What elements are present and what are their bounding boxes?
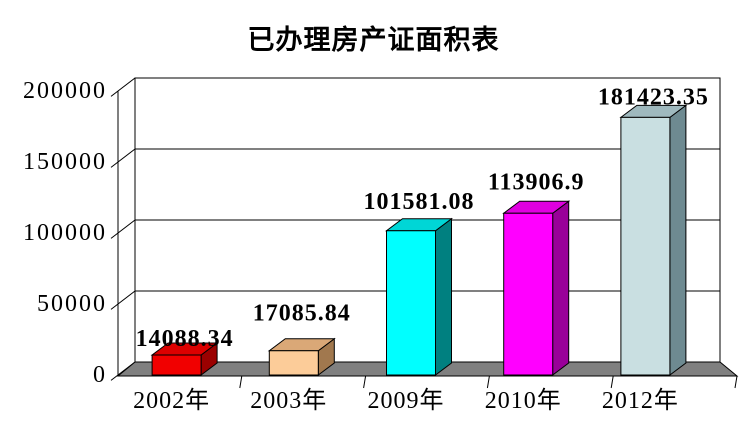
y-tick <box>110 290 136 310</box>
y-tick-label: 100000 <box>23 220 107 246</box>
y-tick-label: 50000 <box>37 291 107 317</box>
x-tick <box>239 375 243 389</box>
bar-value-label: 181423.35 <box>598 84 709 110</box>
bar-2010年 <box>503 212 554 376</box>
bar-value-label: 101581.08 <box>364 189 475 215</box>
bar-side-2009年 <box>435 217 452 376</box>
bar-2012年 <box>620 116 671 376</box>
x-category-label: 2009年 <box>368 387 445 414</box>
bar-value-label: 17085.84 <box>253 301 351 327</box>
bar-side-2010年 <box>552 200 570 376</box>
x-category-label: 2012年 <box>602 387 679 414</box>
x-category-label: 2002年 <box>133 387 210 414</box>
x-tick <box>363 375 367 389</box>
x-tick <box>734 375 738 389</box>
chart-title: 已办理房产证面积表 <box>247 25 500 56</box>
bar-2003年 <box>268 350 319 376</box>
y-tick-label: 200000 <box>23 78 107 104</box>
y-tick <box>110 219 136 239</box>
y-tick-label: 0 <box>93 362 107 388</box>
x-category-label: 2010年 <box>485 387 562 414</box>
bar-value-label: 14088.34 <box>136 326 234 352</box>
bar-2002年 <box>151 354 202 376</box>
bar-value-label: 113906.9 <box>488 169 585 195</box>
bar-2009年 <box>386 230 436 376</box>
y-tick <box>110 148 136 168</box>
x-category-label: 2003年 <box>250 387 327 414</box>
x-tick <box>610 375 614 389</box>
y-tick <box>110 77 136 97</box>
y-tick-label: 150000 <box>23 149 107 175</box>
bar-side-2012年 <box>669 104 687 376</box>
x-tick <box>486 375 490 389</box>
